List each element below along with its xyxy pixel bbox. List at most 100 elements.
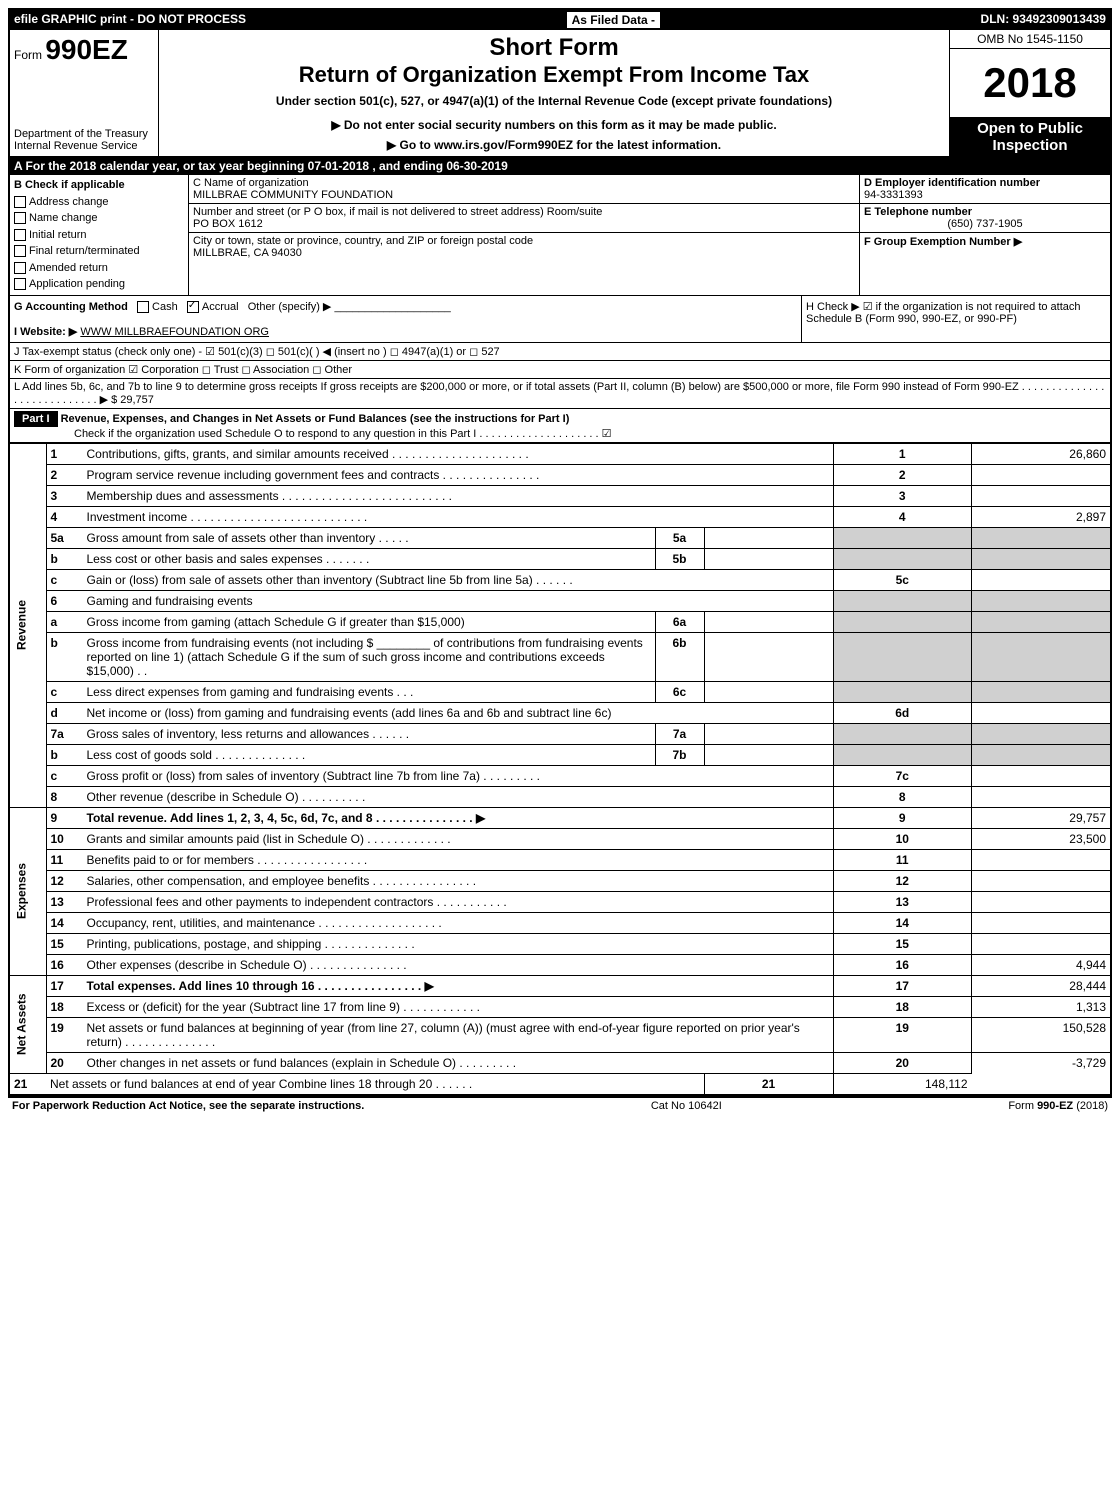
line-num: 15 <box>46 933 83 954</box>
line-desc: Less direct expenses from gaming and fun… <box>83 681 656 702</box>
line-num: 1 <box>46 443 83 464</box>
group-exemption-cell: F Group Exemption Number ▶ <box>860 233 1110 250</box>
cb-label-5: Application pending <box>29 278 125 290</box>
line-num: 17 <box>46 975 83 996</box>
right-val <box>972 702 1111 723</box>
addr-label: Number and street (or P O box, if mail i… <box>193 206 602 218</box>
line-num: 4 <box>46 506 83 527</box>
right-num <box>833 632 972 681</box>
ein: 94-3331393 <box>864 189 923 201</box>
d-label: D Employer identification number <box>864 177 1040 189</box>
line-desc: Gross amount from sale of assets other t… <box>83 527 656 548</box>
line-row-2: 2Program service revenue including gover… <box>10 464 1110 485</box>
mini-num: 7b <box>655 744 704 765</box>
g-accrual: Accrual <box>202 301 239 313</box>
short-form-title: Short Form <box>167 34 941 62</box>
line-num: b <box>46 548 83 569</box>
cb-label-0: Address change <box>29 196 109 208</box>
line-num: 10 <box>46 828 83 849</box>
right-num: 6d <box>833 702 972 723</box>
line-desc: Total revenue. Add lines 1, 2, 3, 4, 5c,… <box>83 807 834 828</box>
line-row-c: cGross profit or (loss) from sales of in… <box>10 765 1110 786</box>
right-val <box>972 891 1111 912</box>
right-num <box>833 681 972 702</box>
mini-val <box>704 527 833 548</box>
line-desc: Printing, publications, postage, and shi… <box>83 933 834 954</box>
checkbox-accrual[interactable] <box>187 301 199 313</box>
right-val: 29,757 <box>972 807 1111 828</box>
line-desc: Professional fees and other payments to … <box>83 891 834 912</box>
line-num: 12 <box>46 870 83 891</box>
footer: For Paperwork Reduction Act Notice, see … <box>8 1096 1112 1114</box>
right-num: 11 <box>833 849 972 870</box>
side-label-revenue: Revenue <box>10 443 46 807</box>
line-row-b: bLess cost of goods sold . . . . . . . .… <box>10 744 1110 765</box>
side-label-expenses: Expenses <box>10 807 46 975</box>
checkbox-initial-return[interactable] <box>14 229 26 241</box>
h-check: H Check ▶ ☑ if the organization is not r… <box>801 296 1110 342</box>
form-990ez: efile GRAPHIC print - DO NOT PROCESS As … <box>8 8 1112 1096</box>
top-bar: efile GRAPHIC print - DO NOT PROCESS As … <box>10 10 1110 30</box>
line-num: 9 <box>46 807 83 828</box>
footer-left: For Paperwork Reduction Act Notice, see … <box>12 1100 364 1112</box>
gh-row: G Accounting Method Cash Accrual Other (… <box>10 296 1110 343</box>
mini-val <box>704 632 833 681</box>
right-num: 15 <box>833 933 972 954</box>
section-a-tax-year: A For the 2018 calendar year, or tax yea… <box>10 157 1110 175</box>
mini-val <box>704 681 833 702</box>
mini-num: 5b <box>655 548 704 569</box>
right-val: -3,729 <box>972 1052 1111 1073</box>
checkbox-application-pending[interactable] <box>14 278 26 290</box>
line-desc: Grants and similar amounts paid (list in… <box>83 828 834 849</box>
right-val <box>972 744 1111 765</box>
check-b-column: B Check if applicable Address change Nam… <box>10 175 189 295</box>
line-row-9: Expenses9Total revenue. Add lines 1, 2, … <box>10 807 1110 828</box>
org-info-column: C Name of organization MILLBRAE COMMUNIT… <box>189 175 860 295</box>
line-row-4: 4Investment income . . . . . . . . . . .… <box>10 506 1110 527</box>
l-gross-receipts: L Add lines 5b, 6c, and 7b to line 9 to … <box>10 379 1110 409</box>
city-label: City or town, state or province, country… <box>193 235 533 247</box>
right-num: 5c <box>833 569 972 590</box>
checkbox-name-change[interactable] <box>14 212 26 224</box>
line-num: 7a <box>46 723 83 744</box>
line-num: 6 <box>46 590 83 611</box>
line-desc: Other changes in net assets or fund bala… <box>83 1052 834 1073</box>
right-val: 2,897 <box>972 506 1111 527</box>
line-desc: Less cost of goods sold . . . . . . . . … <box>83 744 656 765</box>
right-val <box>972 548 1111 569</box>
right-val <box>972 527 1111 548</box>
e-label: E Telephone number <box>864 206 972 218</box>
line-num: 14 <box>46 912 83 933</box>
top-mid: As Filed Data - <box>567 12 660 28</box>
g-cash: Cash <box>152 301 178 313</box>
checkbox-final-return[interactable] <box>14 245 26 257</box>
checkbox-cash[interactable] <box>137 301 149 313</box>
right-num: 21 <box>704 1073 833 1094</box>
line-row-6: 6Gaming and fundraising events <box>10 590 1110 611</box>
line-num: 18 <box>46 996 83 1017</box>
checkbox-amended-return[interactable] <box>14 262 26 274</box>
right-val <box>972 632 1111 681</box>
right-num <box>833 611 972 632</box>
right-num: 12 <box>833 870 972 891</box>
line-desc: Total expenses. Add lines 10 through 16 … <box>83 975 834 996</box>
form-prefix: Form <box>14 48 42 62</box>
line-row-c: cLess direct expenses from gaming and fu… <box>10 681 1110 702</box>
line-row-7a: 7aGross sales of inventory, less returns… <box>10 723 1110 744</box>
subtitle: Under section 501(c), 527, or 4947(a)(1)… <box>167 94 941 108</box>
line-num: 8 <box>46 786 83 807</box>
line-num: c <box>46 681 83 702</box>
right-val <box>972 569 1111 590</box>
form-id-col: Form 990EZ Department of the Treasury In… <box>10 30 159 156</box>
right-val <box>972 723 1111 744</box>
directive-1: ▶ Do not enter social security numbers o… <box>167 118 941 132</box>
line-row-15: 15Printing, publications, postage, and s… <box>10 933 1110 954</box>
line-row-1: Revenue1Contributions, gifts, grants, an… <box>10 443 1110 464</box>
right-num <box>833 723 972 744</box>
right-num: 2 <box>833 464 972 485</box>
line-desc: Gross income from gaming (attach Schedul… <box>83 611 656 632</box>
org-city: MILLBRAE, CA 94030 <box>193 247 302 259</box>
checkbox-address-change[interactable] <box>14 196 26 208</box>
right-num <box>833 548 972 569</box>
k-form-org: K Form of organization ☑ Corporation ◻ T… <box>10 361 1110 379</box>
